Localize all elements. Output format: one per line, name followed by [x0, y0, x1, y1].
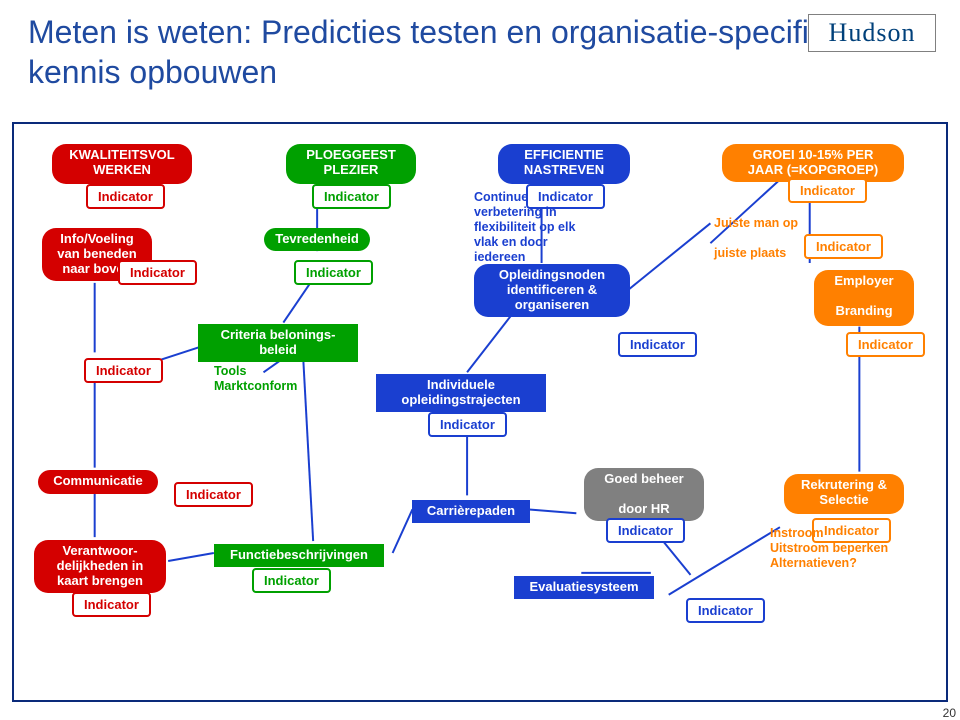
node-communicatie: Communicatie [38, 470, 158, 494]
node-groei: GROEI 10-15% PER JAAR (=KOPGROEP) [722, 144, 904, 182]
aux-uitstroom: Instroom Uitstroom beperken Alternatieve… [770, 526, 888, 571]
node-goedbeheer: Goed beheer door HR [584, 468, 704, 521]
node-criteria: Criteria belonings- beleid [198, 324, 358, 362]
node-rekrutering: Rekrutering & Selectie [784, 474, 904, 514]
indicator-pill: Indicator [252, 568, 331, 593]
node-tevredenheid: Tevredenheid [264, 228, 370, 251]
indicator-pill: Indicator [118, 260, 197, 285]
node-carriere: Carrièrepaden [412, 500, 530, 523]
indicator-pill: Indicator [294, 260, 373, 285]
indicator-pill: Indicator [84, 358, 163, 383]
indicator-pill: Indicator [72, 592, 151, 617]
aux-continue: Continue verbetering in flexibiliteit op… [474, 190, 575, 265]
page-number: 20 [943, 706, 956, 720]
node-kw_werken: KWALITEITSVOL WERKEN [52, 144, 192, 184]
indicator-pill: Indicator [686, 598, 765, 623]
indicator-pill: Indicator [606, 518, 685, 543]
node-evaluatie: Evaluatiesysteem [514, 576, 654, 599]
node-efficientie: EFFICIENTIE NASTREVEN [498, 144, 630, 184]
node-ploeggeest: PLOEGGEEST PLEZIER [286, 144, 416, 184]
indicator-pill: Indicator [174, 482, 253, 507]
diagram-frame: KWALITEITSVOL WERKENInfo/Voeling van ben… [12, 122, 948, 702]
aux-tools: Tools Marktconform [214, 364, 297, 394]
node-functiebeschr: Functiebeschrijvingen [214, 544, 384, 567]
indicator-pill: Indicator [846, 332, 925, 357]
node-individuele: Individuele opleidingstrajecten [376, 374, 546, 412]
node-opleidingsnoden: Opleidingsnoden identificeren & organise… [474, 264, 630, 317]
logo: Hudson [808, 14, 936, 52]
indicator-pill: Indicator [804, 234, 883, 259]
aux-juisteman: Juiste man op juiste plaats [714, 216, 798, 261]
node-employer: Employer Branding [814, 270, 914, 326]
indicator-pill: Indicator [618, 332, 697, 357]
indicator-pill: Indicator [428, 412, 507, 437]
indicator-pill: Indicator [86, 184, 165, 209]
indicator-pill: Indicator [788, 178, 867, 203]
indicator-pill: Indicator [312, 184, 391, 209]
node-verantw: Verantwoor- delijkheden in kaart brengen [34, 540, 166, 593]
